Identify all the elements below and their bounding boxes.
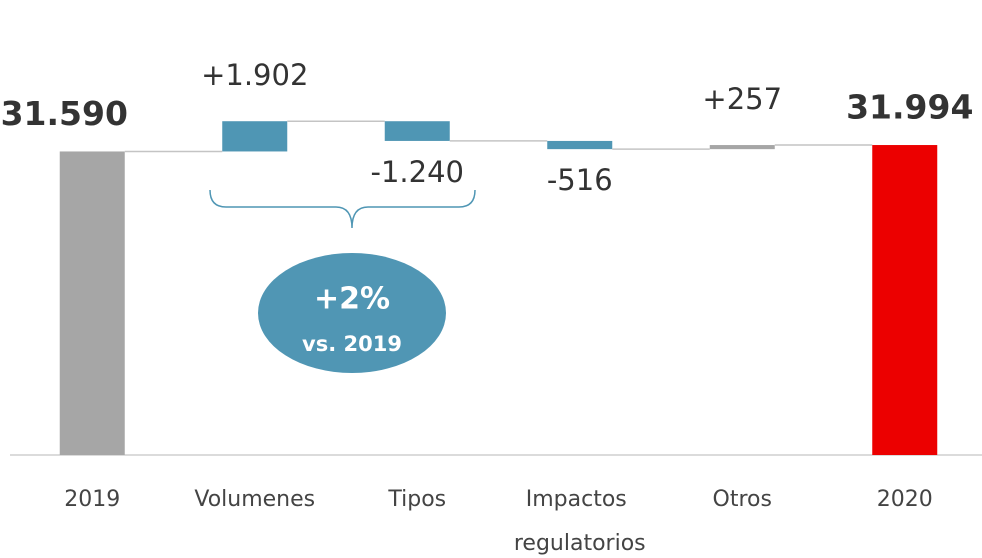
x-tick-label: Volumenes (194, 487, 315, 512)
bar (547, 140, 613, 150)
value-label: -516 (547, 163, 613, 197)
value-label: +1.902 (201, 58, 308, 92)
brace (209, 189, 476, 229)
annotation-sub: vs. 2019 (302, 332, 402, 356)
x-tick-label: 2019 (64, 487, 120, 512)
bar (222, 121, 288, 152)
value-label: -1.240 (371, 155, 465, 189)
x-tick-label: Tipos (387, 487, 446, 512)
value-label: +257 (702, 82, 782, 116)
annotation-bubble (258, 253, 446, 373)
annotation-main: +2% (314, 282, 390, 317)
bar (59, 151, 125, 456)
bar (872, 145, 938, 455)
value-label: 31.590 (1, 94, 128, 133)
x-tick-label: Impactos regulatorios (514, 487, 646, 556)
x-tick-label: 2020 (877, 487, 933, 512)
value-label: 31.994 (846, 88, 973, 127)
bar (384, 121, 450, 141)
x-tick-label: Otros (713, 487, 772, 512)
bar (709, 145, 775, 150)
